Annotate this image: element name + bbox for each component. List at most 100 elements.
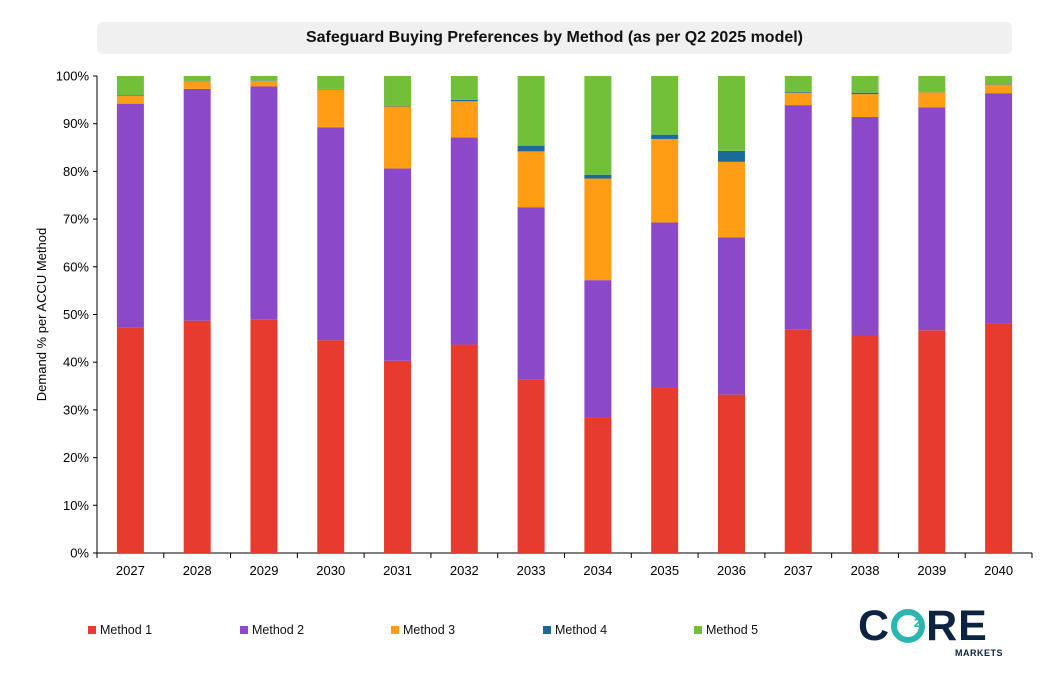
- bar-segment-method-5-2028: [183, 76, 211, 81]
- legend-swatch-method-3: [391, 626, 399, 634]
- bar-segment-method-3-2028: [183, 81, 211, 89]
- bar-segment-method-3-2035: [651, 138, 679, 223]
- bar-segment-method-4-2033: [517, 145, 545, 152]
- bar-segment-method-2-2027: [116, 103, 144, 328]
- y-tick-label: 0%: [70, 546, 89, 561]
- bar-segment-method-2-2038: [851, 117, 879, 336]
- legend-swatch-method-1: [88, 626, 96, 634]
- bar-segment-method-5-2027: [116, 76, 144, 96]
- y-tick-label: 30%: [63, 402, 89, 417]
- bar-segment-method-5-2031: [384, 76, 412, 107]
- bar-segment-method-3-2033: [517, 151, 545, 208]
- legend-swatch-method-4: [543, 626, 551, 634]
- x-tick-label: 2040: [984, 563, 1013, 578]
- bar-segment-method-1-2028: [183, 320, 211, 553]
- legend-label-method-5: Method 5: [706, 623, 759, 637]
- bar-segment-method-5-2029: [250, 76, 278, 81]
- bar-segment-method-2-2034: [584, 280, 612, 418]
- bar-segment-method-2-2028: [183, 88, 211, 321]
- y-tick-label: 10%: [63, 498, 89, 513]
- bar-segment-method-1-2039: [918, 330, 946, 553]
- y-tick-label: 50%: [63, 307, 89, 322]
- bar-segment-method-2-2040: [985, 93, 1013, 324]
- legend-label-method-1: Method 1: [100, 623, 153, 637]
- y-tick-label: 70%: [63, 212, 89, 227]
- legend-swatch-method-2: [240, 626, 248, 634]
- bar-segment-method-2-2039: [918, 107, 946, 331]
- x-tick-label: 2033: [517, 563, 546, 578]
- logo-wordmark: C 2 RE: [858, 603, 988, 649]
- legend-item-method-2: Method 2: [240, 623, 304, 637]
- x-tick-label: 2034: [583, 563, 612, 578]
- legend-item-method-3: Method 3: [391, 623, 455, 637]
- x-tick-label: 2039: [917, 563, 946, 578]
- bar-segment-method-4-2035: [651, 134, 679, 139]
- x-tick-label: 2030: [316, 563, 345, 578]
- bar-segment-method-4-2036: [717, 150, 745, 162]
- bar-segment-method-5-2040: [985, 76, 1013, 85]
- bar-segment-method-1-2036: [717, 394, 745, 553]
- bar-segment-method-3-2038: [851, 94, 879, 118]
- y-tick-label: 40%: [63, 355, 89, 370]
- core-markets-logo: C 2 RE MARKETS: [858, 603, 1003, 663]
- bar-segment-method-2-2030: [317, 127, 345, 341]
- logo-subscript: 2: [913, 615, 923, 630]
- bar-segment-method-1-2033: [517, 379, 545, 553]
- bar-segment-method-2-2033: [517, 207, 545, 380]
- bar-segment-method-1-2037: [784, 329, 812, 553]
- bar-segment-method-1-2040: [985, 323, 1013, 553]
- bar-segment-method-3-2032: [450, 101, 478, 138]
- bar-segment-method-2-2031: [384, 168, 412, 361]
- chart-title-bar: Safeguard Buying Preferences by Method (…: [97, 22, 1012, 54]
- x-tick-label: 2029: [250, 563, 279, 578]
- bar-segment-method-2-2029: [250, 86, 278, 320]
- bar-segment-method-5-2036: [717, 76, 745, 151]
- bar-segment-method-2-2032: [450, 137, 478, 345]
- bar-segment-method-1-2038: [851, 335, 879, 553]
- bar-segment-method-3-2037: [784, 92, 812, 106]
- bar-segment-method-2-2037: [784, 105, 812, 330]
- x-tick-label: 2036: [717, 563, 746, 578]
- bar-segment-method-5-2038: [851, 76, 879, 93]
- bar-segment-method-3-2030: [317, 89, 345, 128]
- bar-segment-method-1-2031: [384, 360, 412, 553]
- bar-segment-method-2-2035: [651, 222, 679, 388]
- legend-label-method-3: Method 3: [403, 623, 456, 637]
- chart-title: Safeguard Buying Preferences by Method (…: [305, 29, 804, 46]
- bar-segment-method-5-2034: [584, 76, 612, 175]
- legend-label-method-4: Method 4: [555, 623, 608, 637]
- legend-item-method-5: Method 5: [694, 623, 758, 637]
- bar-segment-method-3-2036: [717, 161, 745, 238]
- bar-segment-method-1-2029: [250, 319, 278, 553]
- bar-segment-method-1-2035: [651, 387, 679, 553]
- x-tick-label: 2035: [650, 563, 679, 578]
- bar-segment-method-4-2032: [450, 99, 478, 102]
- x-tick-label: 2031: [383, 563, 412, 578]
- y-tick-label: 20%: [63, 450, 89, 465]
- x-tick-label: 2038: [851, 563, 880, 578]
- logo-o-ring-icon: 2: [891, 609, 926, 643]
- y-tick-label: 100%: [56, 69, 90, 84]
- bar-segment-method-3-2039: [918, 92, 946, 108]
- bar-segment-method-3-2027: [116, 96, 144, 104]
- bar-segment-method-4-2037: [784, 91, 812, 93]
- bar-segment-method-5-2039: [918, 76, 946, 92]
- bar-segment-method-2-2036: [717, 237, 745, 395]
- x-tick-label: 2027: [116, 563, 145, 578]
- bar-segment-method-5-2033: [517, 76, 545, 146]
- bar-segment-method-3-2031: [384, 106, 412, 169]
- bar-segment-method-4-2038: [851, 92, 879, 95]
- bar-segment-method-5-2037: [784, 76, 812, 92]
- y-tick-label: 80%: [63, 164, 89, 179]
- x-tick-label: 2032: [450, 563, 479, 578]
- logo-markets-text: MARKETS: [955, 648, 1003, 658]
- bar-segment-method-3-2040: [985, 84, 1013, 94]
- bar-segment-method-5-2035: [651, 76, 679, 135]
- bar-segment-method-1-2034: [584, 417, 612, 553]
- bar-segment-method-4-2034: [584, 174, 612, 179]
- bar-segment-method-5-2032: [450, 76, 478, 100]
- y-tick-label: 60%: [63, 259, 89, 274]
- y-axis-title: Demand % per ACCU Method: [34, 228, 49, 401]
- legend-label-method-2: Method 2: [252, 623, 305, 637]
